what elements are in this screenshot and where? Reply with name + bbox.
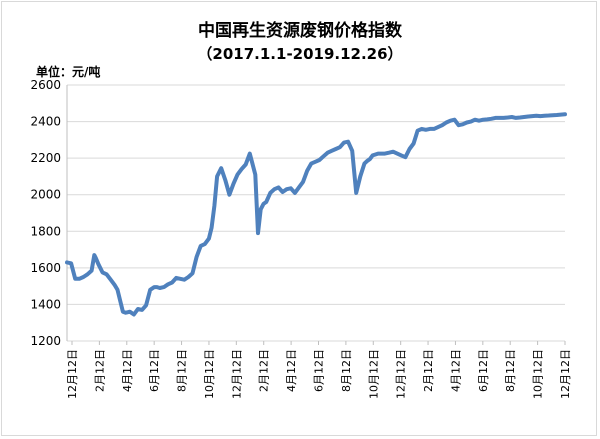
x-tick-label: 12月12日	[230, 349, 243, 399]
chart-title: 中国再生资源废钢价格指数	[198, 21, 402, 41]
x-tick-label: 4月12日	[285, 349, 298, 392]
x-tick-label: 4月12日	[121, 349, 134, 392]
x-tick-label: 8月12日	[340, 349, 353, 392]
x-tick-label: 12月12日	[66, 349, 79, 399]
y-axis-ticks: 1200 1400 1600 1800 2000 2200 2400 2600	[30, 78, 61, 348]
grid-lines	[66, 84, 565, 342]
x-axis-ticks: 12月12日 2月12日 4月12日 6月12日 8月12日 10月12日 12月12日 2月…	[66, 341, 572, 399]
y-tick-label: 1200	[30, 334, 61, 348]
x-tick-label: 6月12日	[148, 349, 161, 392]
y-tick-label: 1600	[30, 261, 61, 275]
y-tick-label: 2000	[30, 188, 61, 202]
x-tick-label: 8月12日	[504, 349, 517, 392]
x-tick-label: 4月12日	[449, 349, 462, 392]
x-tick-label: 6月12日	[477, 349, 490, 392]
series-line	[65, 112, 567, 317]
x-tick-label: 2月12日	[422, 349, 435, 392]
x-tick-label: 6月12日	[313, 349, 326, 392]
x-tick-label: 2月12日	[258, 349, 271, 392]
x-tick-label: 10月12日	[367, 349, 380, 399]
y-tick-label: 2400	[30, 115, 61, 129]
y-tick-label: 2200	[30, 151, 61, 165]
y-tick-label: 1800	[30, 224, 61, 238]
y-tick-label: 2600	[30, 78, 61, 92]
x-tick-label: 8月12日	[176, 349, 189, 392]
x-tick-label: 2月12日	[93, 349, 106, 392]
x-tick-label: 10月12日	[203, 349, 216, 399]
unit-label: 单位：元/吨	[36, 65, 101, 79]
series-group	[65, 112, 567, 317]
y-tick-label: 1400	[30, 297, 61, 311]
x-tick-label: 12月12日	[559, 349, 572, 399]
x-tick-label: 10月12日	[532, 349, 545, 399]
chart-subtitle: （2017.1.1-2019.12.26）	[197, 45, 403, 63]
x-tick-label: 12月12日	[395, 349, 408, 399]
